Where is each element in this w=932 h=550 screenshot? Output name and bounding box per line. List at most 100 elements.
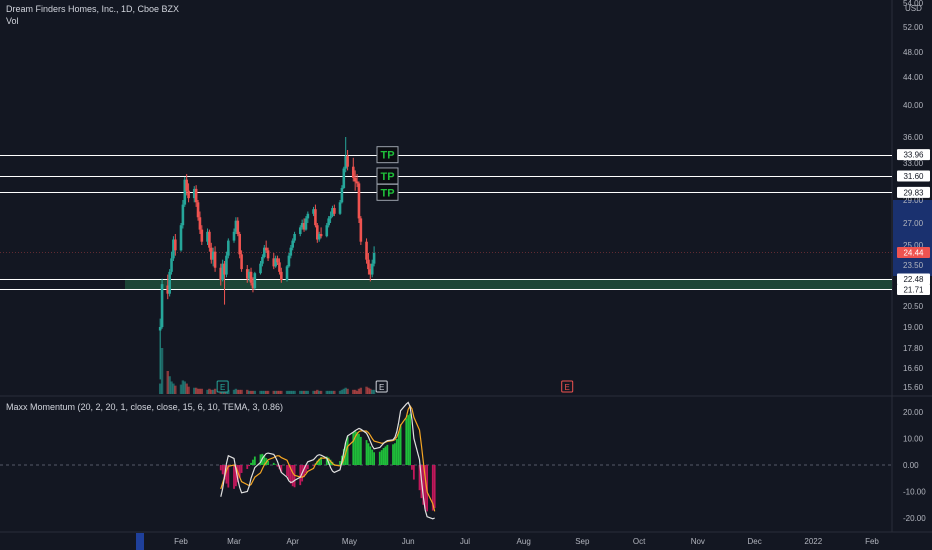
candle-body: [194, 188, 198, 203]
time-tick-label: Feb: [865, 537, 879, 546]
volume-bar: [367, 387, 370, 394]
momentum-bar: [418, 465, 421, 491]
volume-bar: [287, 390, 291, 394]
symbol-title: Dream Finders Homes, Inc., 1D, Cboe BZX: [6, 4, 180, 14]
volume-bar: [293, 390, 296, 394]
volume-bar: [346, 388, 349, 394]
candle-body: [262, 247, 266, 257]
volume-bar: [312, 390, 315, 394]
candle-body: [168, 271, 171, 294]
volume-bar: [166, 371, 169, 394]
level-badge-label: 22.48: [903, 275, 924, 284]
price-tick-label: 27.00: [903, 219, 924, 228]
volume-bar: [276, 390, 279, 394]
time-tick-label: Jun: [402, 537, 415, 546]
price-tick-label: 16.60: [903, 364, 924, 373]
candle-body: [234, 220, 238, 232]
volume-bar: [179, 384, 183, 394]
candle-body: [357, 183, 361, 219]
momentum-tick-label: 0.00: [903, 461, 919, 470]
momentum-bar: [367, 443, 370, 465]
volume-bar: [353, 389, 357, 394]
level-badge-label: 29.83: [903, 188, 924, 197]
price-pane[interactable]: [0, 0, 892, 396]
volume-bar: [355, 390, 359, 394]
candle-body: [253, 273, 257, 289]
momentum-bar: [424, 465, 427, 509]
earnings-marker: [561, 380, 574, 393]
tp-marker-label: TP: [380, 150, 394, 162]
momentum-bar: [342, 449, 345, 465]
candle-body: [274, 258, 277, 267]
candle-body: [192, 188, 196, 199]
volume-bar: [158, 383, 162, 394]
momentum-bar: [253, 456, 256, 465]
candle-body: [213, 251, 217, 268]
momentum-bar: [221, 465, 224, 475]
momentum-bar: [259, 454, 262, 465]
candle-body: [227, 240, 230, 256]
volume-bar: [247, 390, 251, 394]
momentum-bar: [240, 465, 243, 473]
momentum-bar: [397, 431, 400, 465]
volume-bar: [238, 389, 241, 394]
volume-bar: [183, 381, 186, 394]
volume-bar: [319, 390, 323, 394]
volume-bar: [206, 389, 209, 394]
volume-bar: [338, 390, 342, 394]
tp-marker: [376, 146, 399, 164]
price-tick-label: 44.00: [903, 73, 924, 82]
momentum-bar: [223, 465, 226, 480]
volume-bar: [289, 390, 293, 394]
volume-bar: [187, 386, 190, 394]
momentum-bar: [291, 465, 294, 487]
volume-bar: [253, 390, 257, 394]
volume-label: Vol: [6, 16, 19, 26]
candle-body: [185, 179, 188, 191]
volume-bar: [210, 389, 213, 394]
candle-body: [300, 223, 304, 228]
momentum-bar: [238, 465, 241, 478]
volume-bar: [259, 390, 262, 394]
momentum-bar: [272, 462, 275, 465]
volume-bar: [194, 387, 198, 394]
volume-bar: [359, 387, 363, 394]
volume-bar: [342, 388, 346, 394]
candle-body: [179, 225, 183, 251]
volume-bar: [232, 389, 236, 394]
last-price-badge: [897, 246, 930, 258]
momentum-bar: [392, 444, 394, 465]
time-axis[interactable]: Feb Mar Apr May Jun Jul Aug Sep Oct Nov Dec 2022 Feb: [174, 537, 879, 546]
momentum-axis[interactable]: 20.00 10.00 0.00 -10.00 -20.00: [903, 408, 926, 523]
momentum-bar: [316, 460, 319, 465]
volume-bar: [365, 386, 368, 394]
candle-body: [266, 250, 270, 259]
candle-body: [306, 213, 310, 219]
momentum-tick-label: -10.00: [903, 488, 926, 497]
momentum-bar: [280, 465, 283, 473]
candle-body: [221, 263, 224, 281]
earnings-marker-label: E: [379, 383, 384, 392]
momentum-bar: [288, 465, 290, 480]
marker-layer: TP TP TP E E E: [216, 146, 574, 393]
candle-body: [251, 282, 255, 289]
volume-bar: [274, 390, 277, 394]
candle-body: [187, 190, 190, 199]
price-tick-label: 29.00: [903, 196, 924, 205]
price-tick-label: 36.00: [903, 133, 924, 142]
volume-bar: [170, 381, 173, 394]
candle-body: [238, 234, 241, 255]
momentum-tick-label: 20.00: [903, 408, 924, 417]
volume-bar: [300, 390, 304, 394]
candle-body: [338, 202, 342, 214]
candle-body: [351, 166, 355, 178]
momentum-bar: [250, 462, 252, 465]
volume-bar: [264, 390, 268, 394]
level-badge-label: 33.96: [903, 151, 924, 160]
time-tick-label: Dec: [748, 537, 762, 546]
time-tick-label: Mar: [227, 537, 241, 546]
candle-body: [276, 258, 279, 263]
momentum-bar: [356, 431, 358, 465]
